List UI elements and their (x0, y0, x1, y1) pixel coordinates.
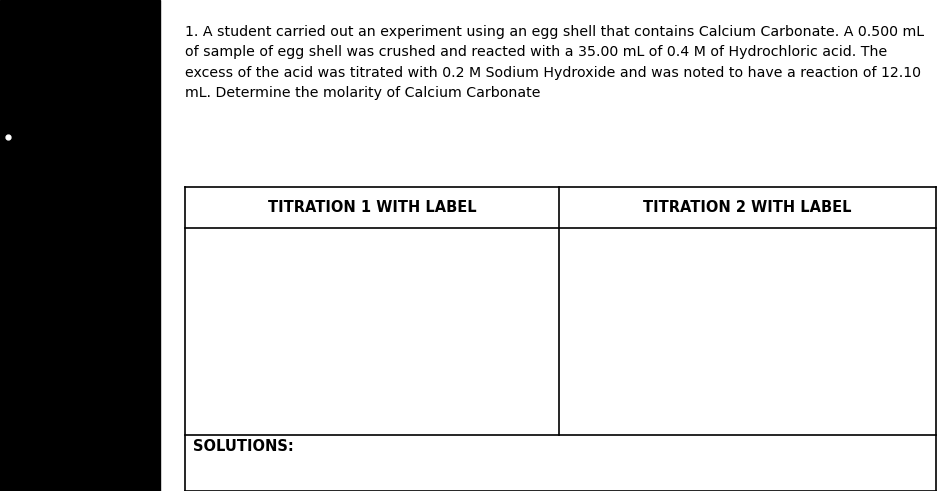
Text: 1. A student carried out an experiment using an egg shell that contains Calcium : 1. A student carried out an experiment u… (185, 25, 924, 100)
Bar (0, 0, 160, 491)
Text: SOLUTIONS:: SOLUTIONS: (193, 439, 294, 455)
Text: TITRATION 1 WITH LABEL: TITRATION 1 WITH LABEL (268, 200, 476, 215)
Text: TITRATION 2 WITH LABEL: TITRATION 2 WITH LABEL (643, 200, 851, 215)
